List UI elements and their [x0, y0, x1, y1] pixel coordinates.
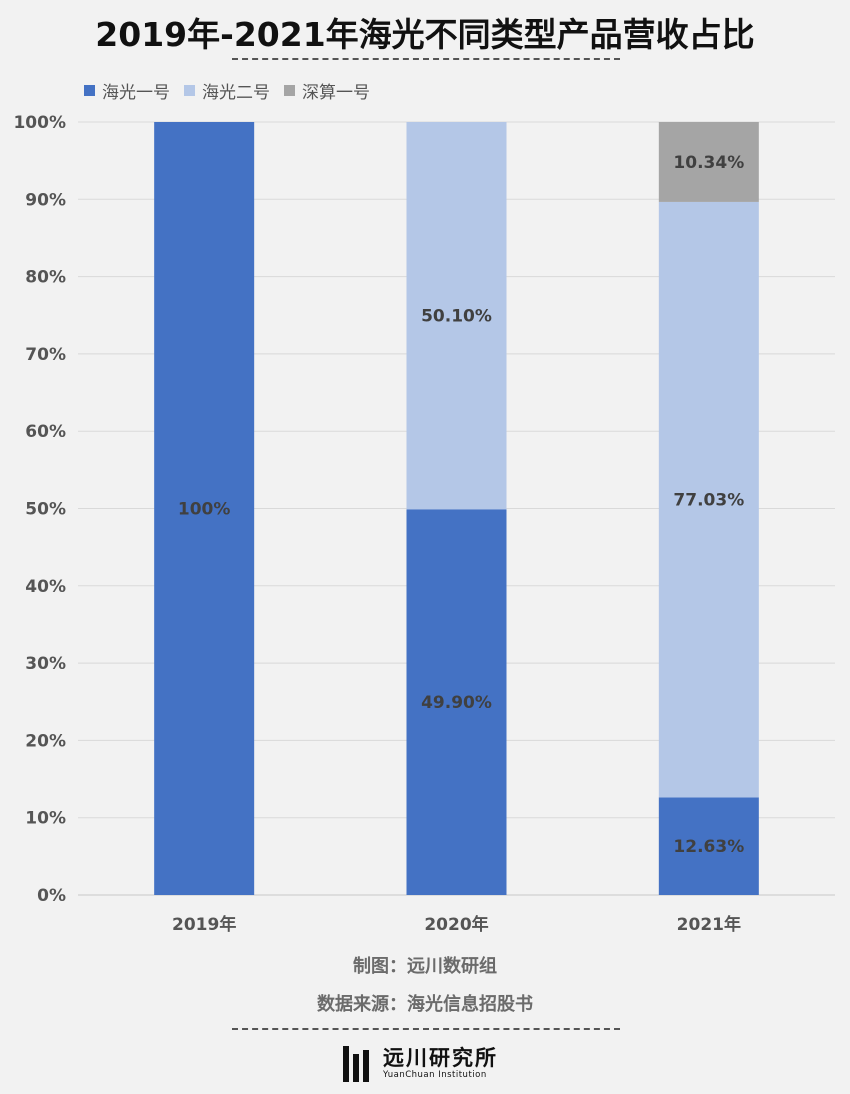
logo-mark-icon — [343, 1046, 373, 1082]
credit-source: 数据来源：海光信息招股书 — [317, 994, 533, 1015]
bar-segment — [154, 122, 255, 895]
y-tick-label: 20% — [25, 731, 66, 751]
chart-title: 2019年-2021年海光不同类型产品营收占比 — [95, 15, 755, 54]
x-tick-label: 2021年 — [677, 914, 741, 935]
title-divider — [232, 58, 620, 60]
legend-item-shensuan-1: 深算一号 — [284, 78, 370, 103]
y-tick-label: 30% — [25, 654, 66, 674]
legend-swatch — [284, 85, 295, 96]
y-tick-label: 70% — [25, 345, 66, 365]
logo-name-en: YuanChuan Institution — [383, 1070, 487, 1080]
legend-label: 深算一号 — [302, 83, 370, 103]
stacked-bar-chart: 0% 10% 20% 30% 40% 50% 60% 70% 80% 90% 100% 100% 201… — [13, 113, 835, 935]
y-tick-label: 50% — [25, 500, 66, 520]
legend-swatch — [184, 85, 195, 96]
bar-segment — [658, 201, 759, 798]
y-tick-label: 10% — [25, 809, 66, 829]
legend-item-haiguang-2: 海光二号 — [184, 78, 270, 103]
bar-segment — [658, 797, 759, 895]
y-tick-label: 0% — [37, 886, 66, 906]
data-label: 10.34% — [673, 153, 744, 173]
credit-maker: 制图：远川数研组 — [353, 956, 497, 977]
y-tick-label: 60% — [25, 422, 66, 442]
bar-segment — [406, 122, 507, 510]
x-tick-label: 2019年 — [172, 914, 236, 935]
legend: 海光一号 海光二号 深算一号 — [84, 78, 384, 103]
logo-name-cn: 远川研究所 — [383, 1046, 498, 1070]
data-label: 12.63% — [673, 837, 744, 857]
legend-swatch — [84, 85, 95, 96]
data-label: 77.03% — [673, 491, 744, 511]
x-tick-label: 2020年 — [424, 914, 488, 935]
legend-item-haiguang-1: 海光一号 — [84, 78, 170, 103]
data-label: 50.10% — [421, 307, 492, 327]
legend-label: 海光一号 — [102, 83, 170, 103]
legend-label: 海光二号 — [202, 83, 270, 103]
data-label: 49.90% — [421, 693, 492, 713]
y-tick-label: 40% — [25, 577, 66, 597]
y-tick-label: 90% — [25, 190, 66, 210]
logo: 远川研究所 YuanChuan Institution — [343, 1046, 498, 1082]
y-tick-label: 80% — [25, 268, 66, 288]
bar-segment — [406, 509, 507, 895]
y-tick-label: 100% — [13, 113, 66, 133]
footer-divider — [232, 1028, 620, 1030]
data-label: 100% — [178, 500, 231, 520]
bar-segment — [658, 122, 759, 202]
